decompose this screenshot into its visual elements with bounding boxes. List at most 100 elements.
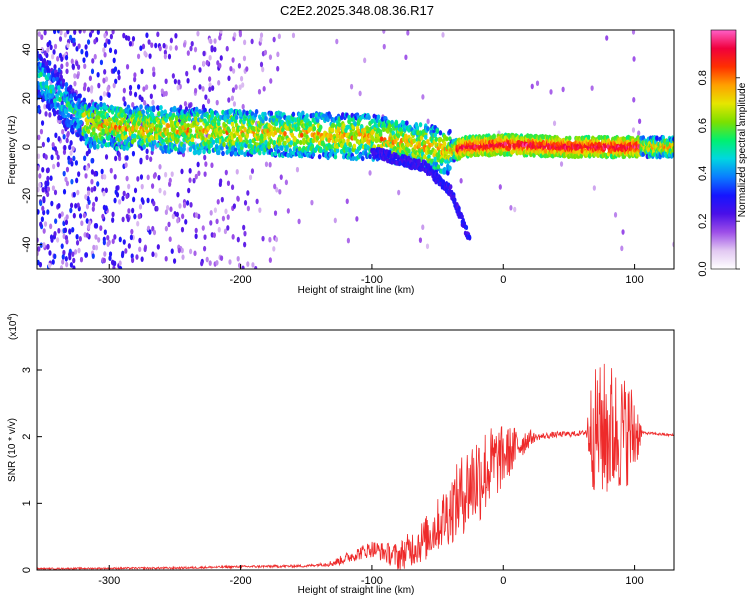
spectrogram-cell [118, 236, 122, 243]
spectrogram-cell [406, 30, 410, 36]
spectrogram-cell [114, 78, 118, 85]
spectrogram-cell [164, 225, 168, 232]
spectrogram-cell [84, 252, 89, 258]
spectrogram-cell [204, 94, 208, 100]
spectrogram-cell [259, 32, 264, 38]
spectrogram-cell [127, 208, 131, 214]
spectrogram-cell [111, 238, 115, 245]
spectrogram-cell [201, 86, 205, 92]
spectrogram-cell [186, 77, 190, 84]
spectrogram-cell [138, 237, 142, 244]
spectrogram-cell [78, 213, 83, 219]
spectrogram-cell [107, 92, 111, 98]
spectrogram-cell [453, 197, 457, 203]
spectrogram-cell [122, 239, 126, 245]
spectrogram-cell [38, 182, 42, 188]
spectrogram-cell [243, 200, 248, 206]
spectrogram-cell [289, 128, 294, 134]
spectrogram-cell [86, 190, 91, 197]
spectrogram-cell [336, 127, 341, 134]
spectrogram-cell [192, 64, 197, 71]
spectrogram-cell [104, 187, 108, 194]
spectrogram-cell [192, 177, 196, 184]
spectrogram-cell [83, 165, 87, 171]
spectrogram-cell [246, 190, 250, 196]
spectrogram-cell [210, 162, 214, 169]
spectrogram-cell [194, 227, 198, 234]
spectrogram-cell [53, 253, 57, 260]
spectrogram-cell [115, 192, 120, 198]
spectrogram-cell [145, 154, 149, 161]
spectrogram-cell [53, 30, 57, 35]
spectrogram-cell [186, 50, 190, 56]
spectrogram-cell [171, 112, 176, 118]
spectrogram-cell [422, 154, 427, 160]
spectrogram-cell [230, 150, 235, 156]
spectrogram-cell [97, 82, 101, 89]
spectrogram-cell [136, 53, 141, 60]
spectrogram-cell [226, 180, 231, 187]
spectrogram-cell [167, 221, 171, 228]
spectrogram-cell [130, 257, 135, 264]
spectrogram-cell [242, 55, 247, 62]
spectrogram-cell [348, 141, 352, 147]
spectrogram-cell [102, 47, 106, 53]
spectrogram-cell [57, 227, 61, 234]
spectrogram-cell [355, 216, 359, 222]
spectrogram-cell [233, 32, 237, 38]
colorbar-tick-label: 0.2 [697, 214, 709, 229]
spectrogram-cell [258, 207, 262, 213]
snr-y-multiplier: (x104) [7, 313, 19, 340]
spectrogram-cell [193, 250, 197, 257]
spectrogram-cell [41, 205, 45, 212]
spectrogram-cell [46, 186, 51, 192]
spectrogram-cell [163, 53, 167, 60]
spectrogram-cell [111, 217, 115, 223]
spectrogram-cell [264, 115, 268, 122]
spectrogram-cell [104, 154, 109, 160]
spectrogram-cell [64, 82, 69, 88]
colorbar-tick-label: 0.6 [697, 118, 709, 133]
spectrogram-cell [155, 205, 159, 212]
spectrogram-cell [76, 73, 80, 80]
colorbar-tick-label: 0.4 [697, 166, 709, 181]
spectrogram-cell [128, 109, 133, 115]
colorbar-ticks: 0.00.20.40.60.8 [697, 70, 740, 277]
spectrogram-cell [202, 245, 207, 252]
spectrogram-cell [130, 253, 134, 259]
spectrogram-cell [295, 138, 300, 145]
spectrogram-cell [49, 44, 53, 51]
spectrogram-cell [167, 53, 172, 60]
spectrogram-cell [69, 113, 73, 120]
spectrogram-cell [60, 243, 64, 249]
spectrogram-cell [68, 251, 72, 258]
spectrogram-cell [363, 57, 367, 64]
spectrogram-cell [457, 206, 461, 211]
spectrogram-cell [404, 54, 408, 61]
spectrogram-cell [158, 45, 162, 52]
spectrogram-cell [132, 196, 136, 203]
spectrogram-cell [66, 112, 71, 118]
spectrogram-cell [39, 200, 43, 207]
spectrogram-cell [48, 40, 52, 46]
spectrogram-cell [444, 136, 449, 142]
spectrogram-cell [131, 150, 136, 157]
spectrogram-cell [73, 80, 77, 87]
spectrogram-cell [86, 186, 91, 192]
spectrogram-cell [221, 215, 226, 222]
spectrogram-cell [42, 58, 47, 64]
spectrogram-cell [80, 220, 84, 227]
spectrogram-cell [284, 179, 288, 186]
spectrogram-cell [164, 255, 168, 262]
spectrogram-cell [69, 262, 74, 268]
spectrogram-cell [241, 103, 245, 110]
spectrogram-cell [72, 212, 76, 219]
spectrogram-cell [241, 82, 245, 88]
spectrogram-cell [376, 114, 381, 120]
spectrogram-cell [318, 124, 323, 130]
spectrogram-cell [152, 66, 156, 73]
spectrogram-cell [197, 170, 201, 177]
spectrogram-cell [140, 68, 144, 75]
spectrogram-cell [96, 30, 100, 35]
spectrogram-cell [291, 32, 296, 39]
